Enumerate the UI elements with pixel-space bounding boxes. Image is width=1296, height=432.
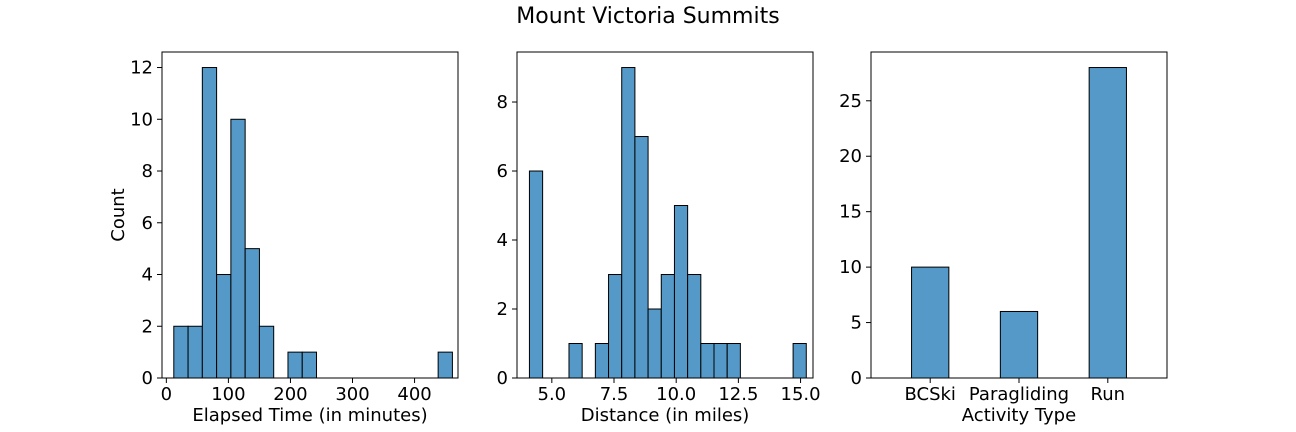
x-tick-label: 0 bbox=[161, 384, 172, 405]
x-axis-label: Activity Type bbox=[962, 405, 1076, 426]
y-tick-label: 0 bbox=[497, 368, 508, 389]
y-tick-label: 5 bbox=[851, 313, 862, 334]
x-tick-label: 300 bbox=[335, 384, 369, 405]
y-tick-label: 0 bbox=[142, 368, 153, 389]
activity-type-histogram: BCSki Paragliding Run 0 5 10 15 20 25 Activity Ty… bbox=[839, 51, 1168, 426]
y-tick-label: 0 bbox=[851, 368, 862, 389]
x-tick-label: 12.5 bbox=[718, 384, 758, 405]
y-tick-label: 4 bbox=[497, 230, 508, 251]
plot-frame bbox=[516, 51, 814, 379]
histogram-bar bbox=[673, 205, 689, 379]
histogram-bar bbox=[608, 274, 623, 379]
bar-bcski bbox=[911, 266, 950, 379]
histogram-bar bbox=[258, 325, 275, 379]
plot-frame bbox=[161, 51, 459, 379]
histogram-bar bbox=[660, 274, 675, 379]
y-tick-label: 6 bbox=[497, 161, 508, 182]
y-tick-label: 15 bbox=[839, 202, 862, 223]
bar-run bbox=[1088, 67, 1127, 379]
histogram-bar bbox=[301, 351, 318, 379]
y-tick-label: 20 bbox=[839, 146, 862, 167]
chart-title: Mount Victoria Summits bbox=[516, 4, 780, 29]
histogram-bar bbox=[713, 343, 728, 379]
histogram-bar bbox=[244, 248, 260, 379]
y-tick-label: 12 bbox=[130, 58, 153, 79]
histogram-bar bbox=[528, 170, 544, 379]
histogram-bar bbox=[437, 351, 453, 379]
bar-paragliding bbox=[999, 310, 1039, 379]
y-tick-label: 8 bbox=[142, 161, 153, 182]
y-axis-label: Count bbox=[108, 188, 129, 241]
histogram-bar bbox=[634, 136, 649, 379]
y-tick-label: 25 bbox=[839, 91, 862, 112]
plot-frame bbox=[870, 51, 1168, 379]
histogram-bar bbox=[568, 343, 583, 379]
x-axis-label: Elapsed Time (in minutes) bbox=[192, 405, 427, 426]
distance-histogram: 5.0 7.5 10.0 12.5 15.0 0 2 4 6 8 Distance (in mile… bbox=[497, 51, 821, 426]
x-tick-label: Paragliding bbox=[969, 384, 1069, 405]
x-tick-label: 200 bbox=[273, 384, 307, 405]
y-tick-label: 8 bbox=[497, 92, 508, 113]
x-tick-label: 10.0 bbox=[656, 384, 696, 405]
histogram-bar bbox=[726, 343, 741, 379]
x-axis-label: Distance (in miles) bbox=[581, 405, 750, 426]
x-tick-label: 400 bbox=[397, 384, 431, 405]
histogram-bar bbox=[287, 351, 303, 379]
histogram-bar bbox=[594, 343, 610, 379]
x-tick-label: Run bbox=[1091, 384, 1126, 405]
y-tick-label: 10 bbox=[130, 109, 153, 130]
x-tick-label: 7.5 bbox=[600, 384, 629, 405]
x-tick-label: 100 bbox=[211, 384, 245, 405]
histogram-bar bbox=[621, 67, 636, 379]
histogram-bar bbox=[647, 308, 662, 379]
x-tick-label: BCSki bbox=[904, 384, 955, 405]
histogram-bar bbox=[187, 325, 203, 379]
histogram-bar bbox=[700, 343, 715, 379]
y-tick-label: 6 bbox=[142, 213, 153, 234]
y-tick-label: 10 bbox=[839, 257, 862, 278]
histogram-bar bbox=[216, 274, 232, 379]
y-tick-label: 4 bbox=[142, 265, 153, 286]
elapsed-time-histogram: 0 100 200 300 400 0 2 4 6 8 10 12 Elapsed Time (in m… bbox=[108, 51, 459, 426]
x-tick-label: 5.0 bbox=[538, 384, 567, 405]
y-tick-label: 2 bbox=[497, 299, 508, 320]
histogram-bar bbox=[687, 274, 702, 379]
histogram-bar bbox=[201, 67, 218, 379]
x-tick-label: 15.0 bbox=[781, 384, 821, 405]
y-tick-label: 2 bbox=[142, 316, 153, 337]
histogram-bar bbox=[792, 343, 807, 379]
histogram-bar bbox=[230, 118, 246, 379]
histogram-bar bbox=[173, 325, 189, 379]
